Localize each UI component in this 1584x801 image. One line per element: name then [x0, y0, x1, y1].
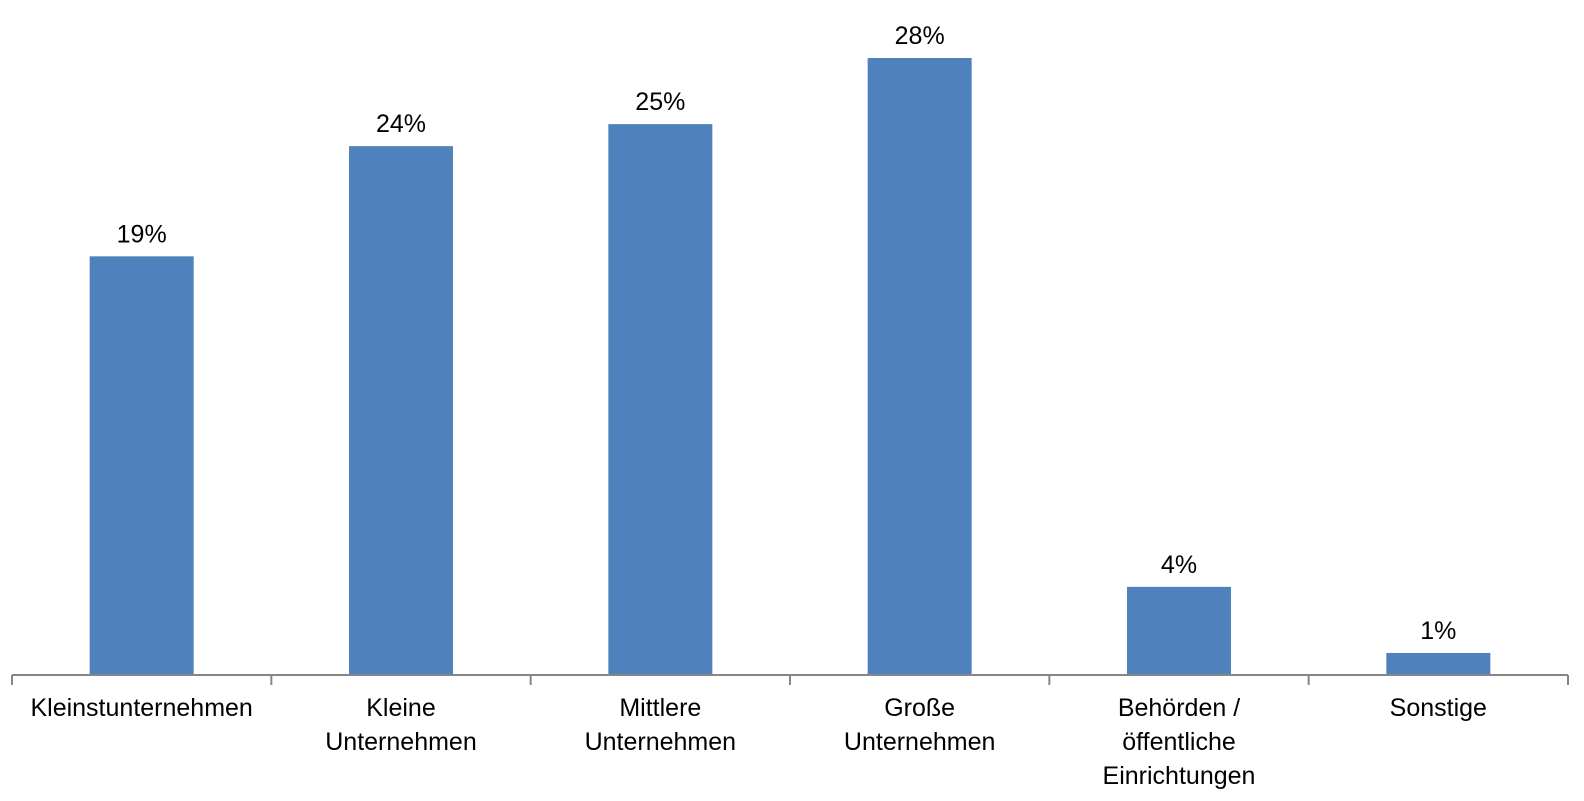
category-label-line: Einrichtungen — [1103, 762, 1256, 790]
category-label-line: Mittlere — [619, 694, 701, 722]
category-labels-layer: Kleinstunternehmen Kleine UnternehmenMittl… — [30, 694, 1487, 790]
x-axis — [11, 674, 1569, 685]
category-label-line: Sonstige — [1390, 694, 1487, 722]
category-label-line: Unternehmen — [844, 728, 995, 756]
value-label: 4% — [1161, 551, 1197, 579]
category-label-line: Kleine — [366, 694, 436, 722]
value-labels-layer: 19% 24% 25% 28% 4% 1% — [117, 22, 1457, 645]
category-label: Große Unternehmen — [844, 694, 995, 756]
category-label: Kleine Unternehmen — [325, 694, 476, 756]
category-label: Sonstige — [1390, 694, 1487, 722]
category-label-line: Unternehmen — [325, 728, 476, 756]
value-label: 28% — [895, 22, 945, 50]
value-label: 1% — [1420, 617, 1456, 645]
bar — [867, 58, 972, 676]
category-label: Kleinstunternehmen — [30, 694, 252, 722]
bars-layer — [89, 58, 1491, 676]
category-label-line: Große — [884, 694, 955, 722]
category-label-line: Unternehmen — [585, 728, 736, 756]
category-label-line: Behörden / — [1118, 694, 1240, 722]
category-label: Mittlere Unternehmen — [585, 694, 736, 756]
value-label: 24% — [376, 110, 426, 138]
bar — [89, 256, 194, 675]
bar — [1386, 652, 1491, 675]
category-label-line: Kleinstunternehmen — [30, 694, 252, 722]
bar — [608, 124, 713, 676]
category-label-line: öffentliche — [1122, 728, 1236, 756]
bar — [1127, 586, 1231, 675]
category-label: Behörden / öffentliche Einrichtungen — [1103, 694, 1256, 790]
value-label: 19% — [117, 220, 167, 248]
value-label: 25% — [635, 88, 685, 116]
bar — [349, 146, 453, 675]
